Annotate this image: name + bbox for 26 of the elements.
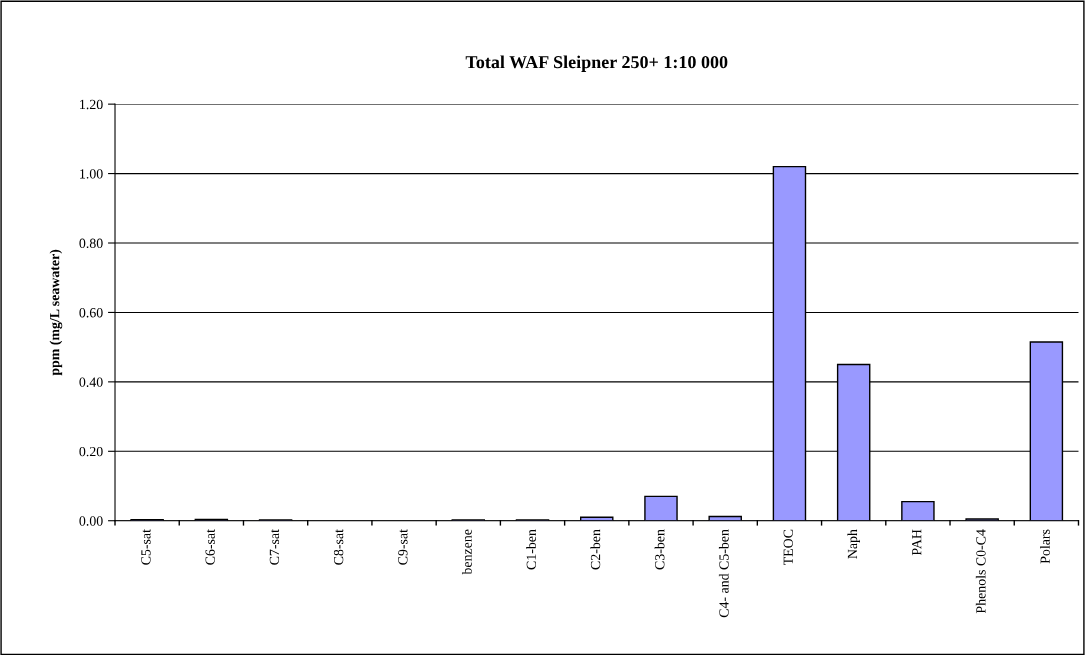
y-tick-label: 1.00 [80,169,103,179]
x-tick-label: C5-sat [141,529,151,565]
bar [644,495,678,521]
x-tick-label: C3-ben [654,529,665,570]
x-tick-label: C6-sat [205,529,215,565]
y-tick-label: 0.40 [79,377,103,387]
y-tick-label: 0.20 [79,446,103,457]
y-tick-label: 1.20 [80,99,103,110]
chart-title: Total WAF Sleipner 250+ 1:10 000 [465,55,728,72]
y-axis-title: ppm (mg/L seawater) [49,249,63,376]
x-tick-label: PAH [912,529,922,556]
x-tick-label: benzene [461,529,472,575]
x-tick-label: C2-ben [590,529,601,570]
x-tick-label: Phenols C0-C4 [975,529,986,614]
bar [901,500,935,521]
x-tick-label: Naph [847,529,860,559]
x-tick-label: TEOC [783,529,793,566]
y-tick-label: 0.60 [79,308,103,318]
y-tick-label: 0.00 [79,516,103,526]
x-tick-label: C1-ben [526,529,536,570]
x-tick-label: C7-sat [269,529,280,565]
x-tick-label: C4- and C5-ben [718,529,729,618]
x-tick-label: C9-sat [398,529,408,565]
y-tick-label: 0.80 [79,238,103,249]
x-tick-label: Polars [1040,529,1050,564]
x-tick-label: C8-sat [333,529,344,565]
